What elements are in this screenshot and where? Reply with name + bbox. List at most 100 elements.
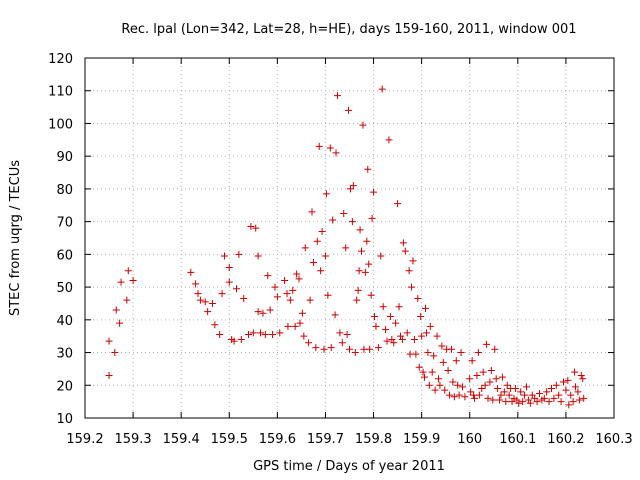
- data-point: [295, 275, 303, 283]
- data-point: [545, 398, 553, 406]
- data-point: [552, 381, 560, 389]
- data-point: [372, 322, 380, 330]
- data-point: [408, 283, 416, 291]
- data-point: [331, 311, 339, 319]
- y-tick-label: 60: [56, 248, 73, 263]
- data-point: [364, 165, 372, 173]
- x-tick-label: 159.7: [307, 432, 344, 447]
- data-point: [454, 381, 462, 389]
- data-point: [306, 296, 314, 304]
- data-point: [237, 335, 245, 343]
- data-point: [312, 344, 320, 352]
- data-point: [327, 344, 335, 352]
- data-point: [471, 394, 479, 402]
- data-point: [346, 185, 354, 193]
- data-point: [517, 388, 525, 396]
- data-point: [557, 398, 565, 406]
- data-point: [492, 375, 500, 383]
- data-point: [196, 296, 204, 304]
- data-point: [479, 368, 487, 376]
- data-point: [409, 257, 417, 265]
- x-axis-label: GPS time / Days of year 2011: [253, 459, 445, 474]
- data-point: [503, 381, 511, 389]
- data-point: [117, 278, 125, 286]
- data-point: [230, 337, 238, 345]
- data-point: [474, 349, 482, 357]
- data-point: [129, 277, 137, 285]
- data-point: [564, 376, 572, 384]
- x-tick-label: 159.6: [259, 432, 296, 447]
- data-point: [417, 313, 425, 321]
- x-tick-label: 160.2: [547, 432, 584, 447]
- data-point: [412, 350, 420, 358]
- data-point: [533, 398, 541, 406]
- data-point: [500, 388, 508, 396]
- data-point: [396, 332, 404, 340]
- data-point: [367, 291, 375, 299]
- data-point: [511, 385, 519, 393]
- data-point: [436, 381, 444, 389]
- data-point: [358, 247, 366, 255]
- data-point: [473, 371, 481, 379]
- data-point: [361, 268, 369, 276]
- data-point: [329, 216, 337, 224]
- data-point: [540, 394, 548, 402]
- data-point: [455, 391, 463, 399]
- data-point: [354, 286, 362, 294]
- data-point: [225, 263, 233, 271]
- data-point: [266, 306, 274, 314]
- data-point: [211, 321, 219, 329]
- x-tick-label: 159.2: [66, 432, 103, 447]
- y-tick-label: 30: [56, 347, 73, 362]
- data-point: [521, 391, 529, 399]
- data-point: [232, 285, 240, 293]
- data-point: [355, 267, 363, 275]
- data-point: [424, 349, 432, 357]
- data-point: [271, 283, 279, 291]
- data-point: [508, 398, 516, 406]
- data-point: [403, 329, 411, 337]
- x-tick-label: 159.5: [211, 432, 248, 447]
- data-point: [575, 396, 583, 404]
- x-tick-label: 159.9: [403, 432, 440, 447]
- data-point: [430, 352, 438, 360]
- y-tick-label: 20: [56, 379, 73, 394]
- data-point: [425, 381, 433, 389]
- data-point: [281, 277, 289, 285]
- data-point: [461, 393, 469, 401]
- data-point: [388, 335, 396, 343]
- data-point: [524, 396, 532, 404]
- data-point: [421, 373, 429, 381]
- axis-ticks: 159.2 159.3 159.4 159.5 159.6 159.7 159.8 159.9…: [48, 52, 632, 447]
- data-point: [356, 226, 364, 234]
- data-point: [208, 299, 216, 307]
- data-point: [510, 394, 518, 402]
- data-points: [105, 85, 588, 409]
- data-point: [415, 363, 423, 371]
- data-point: [298, 309, 306, 317]
- data-point: [385, 136, 393, 144]
- data-point: [468, 357, 476, 365]
- data-point: [284, 322, 292, 330]
- y-tick-label: 10: [56, 412, 73, 427]
- grid: [85, 58, 614, 418]
- data-point: [498, 373, 506, 381]
- data-point: [481, 381, 489, 389]
- data-point: [565, 401, 573, 409]
- data-point: [363, 237, 371, 245]
- data-point: [368, 214, 376, 222]
- data-point: [286, 296, 294, 304]
- data-point: [225, 278, 233, 286]
- data-point: [486, 378, 494, 386]
- data-point: [441, 386, 449, 394]
- y-tick-label: 80: [56, 183, 73, 198]
- data-point: [452, 357, 460, 365]
- data-point: [475, 391, 483, 399]
- data-point: [264, 272, 272, 280]
- data-point: [478, 385, 486, 393]
- data-point: [522, 383, 530, 391]
- data-point: [123, 296, 131, 304]
- data-point: [459, 383, 467, 391]
- data-point: [112, 306, 120, 314]
- y-tick-label: 90: [56, 150, 73, 165]
